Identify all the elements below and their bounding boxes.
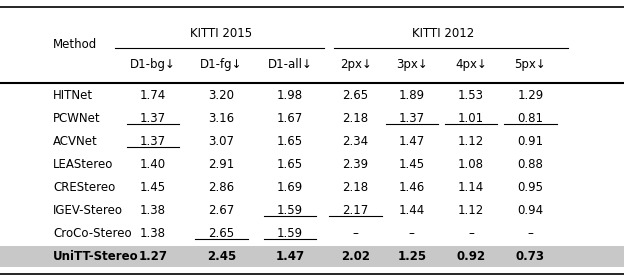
Text: 0.88: 0.88 bbox=[517, 158, 544, 171]
Text: 1.40: 1.40 bbox=[140, 158, 166, 171]
Text: D1-all↓: D1-all↓ bbox=[268, 58, 313, 71]
Text: 0.92: 0.92 bbox=[457, 250, 485, 263]
Text: CroCo-Stereo: CroCo-Stereo bbox=[53, 227, 132, 240]
Text: LEAStereo: LEAStereo bbox=[53, 158, 114, 171]
Text: 1.37: 1.37 bbox=[140, 112, 166, 125]
Text: KITTI 2015: KITTI 2015 bbox=[190, 27, 253, 40]
Text: 3.07: 3.07 bbox=[208, 135, 235, 148]
Text: 0.73: 0.73 bbox=[516, 250, 545, 263]
Text: 0.91: 0.91 bbox=[517, 135, 544, 148]
Text: KITTI 2012: KITTI 2012 bbox=[412, 27, 474, 40]
Text: 1.46: 1.46 bbox=[399, 181, 425, 194]
Text: 1.12: 1.12 bbox=[458, 204, 484, 217]
Text: 2px↓: 2px↓ bbox=[339, 58, 372, 71]
Text: 1.37: 1.37 bbox=[140, 135, 166, 148]
Text: 1.01: 1.01 bbox=[458, 112, 484, 125]
Text: 1.45: 1.45 bbox=[140, 181, 166, 194]
Text: 1.98: 1.98 bbox=[277, 89, 303, 102]
Text: ACVNet: ACVNet bbox=[53, 135, 98, 148]
Text: –: – bbox=[468, 227, 474, 240]
Text: 2.65: 2.65 bbox=[343, 89, 369, 102]
Text: 5px↓: 5px↓ bbox=[515, 58, 546, 71]
Text: 0.94: 0.94 bbox=[517, 204, 544, 217]
Text: 2.65: 2.65 bbox=[208, 227, 235, 240]
Text: PCWNet: PCWNet bbox=[53, 112, 100, 125]
Text: 1.59: 1.59 bbox=[277, 204, 303, 217]
Text: 1.69: 1.69 bbox=[277, 181, 303, 194]
Text: –: – bbox=[409, 227, 415, 240]
Text: 4px↓: 4px↓ bbox=[455, 58, 487, 71]
Text: 1.89: 1.89 bbox=[399, 89, 425, 102]
Text: 2.18: 2.18 bbox=[343, 112, 369, 125]
Text: D1-fg↓: D1-fg↓ bbox=[200, 58, 243, 71]
Text: 1.74: 1.74 bbox=[140, 89, 166, 102]
Text: 2.91: 2.91 bbox=[208, 158, 235, 171]
Text: 0.95: 0.95 bbox=[517, 181, 544, 194]
Text: 2.34: 2.34 bbox=[343, 135, 369, 148]
Text: 1.53: 1.53 bbox=[458, 89, 484, 102]
Text: HITNet: HITNet bbox=[53, 89, 93, 102]
Text: 1.27: 1.27 bbox=[139, 250, 167, 263]
Text: 1.44: 1.44 bbox=[399, 204, 425, 217]
Text: 1.65: 1.65 bbox=[277, 158, 303, 171]
Text: CREStereo: CREStereo bbox=[53, 181, 115, 194]
Text: 1.59: 1.59 bbox=[277, 227, 303, 240]
Text: 1.08: 1.08 bbox=[458, 158, 484, 171]
Text: 1.47: 1.47 bbox=[276, 250, 305, 263]
Text: 2.17: 2.17 bbox=[343, 204, 369, 217]
Text: 3px↓: 3px↓ bbox=[396, 58, 427, 71]
Text: 1.38: 1.38 bbox=[140, 227, 166, 240]
Text: 2.39: 2.39 bbox=[343, 158, 369, 171]
Text: 2.45: 2.45 bbox=[207, 250, 236, 263]
Text: IGEV-Stereo: IGEV-Stereo bbox=[53, 204, 123, 217]
Text: 2.67: 2.67 bbox=[208, 204, 235, 217]
Text: 0.81: 0.81 bbox=[517, 112, 544, 125]
Text: Method: Method bbox=[53, 38, 97, 51]
Text: 1.14: 1.14 bbox=[458, 181, 484, 194]
Text: 1.38: 1.38 bbox=[140, 204, 166, 217]
Text: 1.67: 1.67 bbox=[277, 112, 303, 125]
Text: UniTT-Stereo: UniTT-Stereo bbox=[53, 250, 139, 263]
Text: –: – bbox=[527, 227, 534, 240]
Text: 2.86: 2.86 bbox=[208, 181, 235, 194]
Text: D1-bg↓: D1-bg↓ bbox=[130, 58, 176, 71]
Text: 2.18: 2.18 bbox=[343, 181, 369, 194]
Text: 1.65: 1.65 bbox=[277, 135, 303, 148]
Text: 1.45: 1.45 bbox=[399, 158, 425, 171]
Bar bbox=[0, 246, 624, 267]
Text: 3.20: 3.20 bbox=[208, 89, 235, 102]
Text: 3.16: 3.16 bbox=[208, 112, 235, 125]
Text: 1.25: 1.25 bbox=[397, 250, 426, 263]
Text: 1.37: 1.37 bbox=[399, 112, 425, 125]
Text: 2.02: 2.02 bbox=[341, 250, 370, 263]
Text: –: – bbox=[353, 227, 359, 240]
Text: 1.12: 1.12 bbox=[458, 135, 484, 148]
Text: 1.29: 1.29 bbox=[517, 89, 544, 102]
Text: 1.47: 1.47 bbox=[399, 135, 425, 148]
